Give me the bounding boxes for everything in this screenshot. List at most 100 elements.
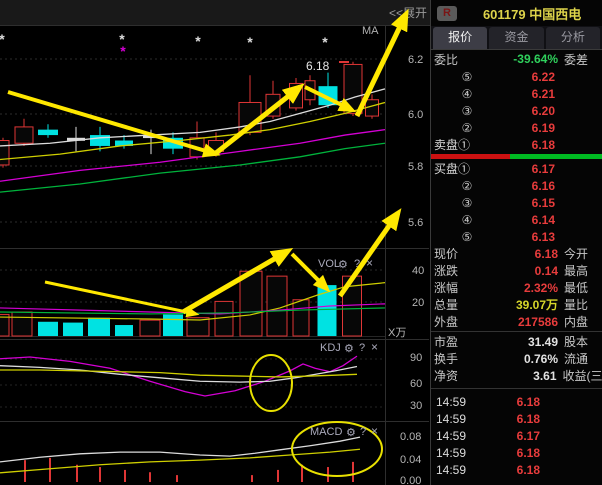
info-row-turnover: 换手 0.76% 流通 <box>431 350 602 367</box>
info-label: 换手 <box>434 352 459 366</box>
tick-row: 14:59 6.18 <box>431 410 602 427</box>
help-icon[interactable]: ? <box>359 342 365 354</box>
bid-level-5: ⑤ <box>461 229 473 244</box>
info-label: 市盈 <box>434 335 459 349</box>
ask-level-2: ② <box>461 120 473 135</box>
bid-price-2[interactable]: 6.16 <box>531 178 555 193</box>
bid-price-4[interactable]: 6.14 <box>531 212 555 227</box>
tick-row: 14:59 6.18 <box>431 461 602 478</box>
tick-price: 6.18 <box>516 462 540 477</box>
ask1-price[interactable]: 6.18 <box>531 137 555 152</box>
depth-bar <box>431 154 602 159</box>
ask-level-4: ④ <box>461 86 473 101</box>
info-label: 外盘 <box>434 315 459 329</box>
price-tick-5-8: 5.8 <box>408 161 423 173</box>
collapse-control[interactable]: <<展开 <box>389 6 427 20</box>
signal-star-icon: * <box>119 31 125 47</box>
stock-code: 601179 <box>482 6 526 22</box>
close-icon[interactable]: × <box>371 340 378 354</box>
stock-name: 中国西电 <box>529 6 582 22</box>
ask-level-row[interactable]: ③ 6.20 <box>431 102 602 119</box>
tick-time: 14:59 <box>436 462 467 477</box>
info-label: 净资 <box>434 369 459 383</box>
ask-price-2[interactable]: 6.19 <box>531 120 555 135</box>
gear-icon[interactable]: ⚙ <box>338 259 348 271</box>
kdj-tick-60: 60 <box>410 378 422 390</box>
depth-bar-sell <box>431 154 510 159</box>
macd-tick-000: 0.00 <box>400 475 421 485</box>
info-label2: 今开 <box>564 247 589 261</box>
chart-top-bar <box>0 0 430 25</box>
depth-bar-buy <box>509 154 602 159</box>
ask-level-row[interactable]: ② 6.19 <box>431 119 602 136</box>
trend-arrow-annotation <box>44 280 200 318</box>
info-row-volume: 总量 39.07万 量比 <box>431 296 602 313</box>
bid-level-4: ④ <box>461 212 473 227</box>
info-label: 涨跌 <box>434 264 459 278</box>
divider <box>431 388 602 389</box>
ma-legend-label: MA <box>362 25 379 37</box>
high-price-label: 6.18 <box>306 59 330 73</box>
ask-level-3: ③ <box>461 103 473 118</box>
info-row-pe: 市盈 31.49 股本 <box>431 333 602 350</box>
highlight-circle-annotation <box>249 354 293 412</box>
info-value: 2.32% <box>523 280 558 295</box>
tick-price: 6.17 <box>516 428 540 443</box>
volume-tick-40: 40 <box>412 265 424 277</box>
gear-icon[interactable]: ⚙ <box>344 343 354 355</box>
trend-arrow-annotation <box>181 247 294 315</box>
ask-price-5[interactable]: 6.22 <box>531 69 555 84</box>
signal-star-icon: * <box>322 34 328 50</box>
info-value: 217586 <box>517 314 558 329</box>
trend-arrow-annotation <box>214 83 305 155</box>
volume-pane-title: VOL <box>318 258 340 270</box>
macd-tick-004: 0.04 <box>400 454 421 466</box>
ask-price-3[interactable]: 6.20 <box>531 103 555 118</box>
tab-quote[interactable]: 报价 <box>433 27 488 49</box>
chart-shapes: ****** <box>0 8 409 482</box>
order-ratio-label: 委比 <box>434 52 459 67</box>
bid-level-row[interactable]: ③ 6.15 <box>431 194 602 211</box>
tick-price: 6.18 <box>516 445 540 460</box>
tick-time: 14:59 <box>436 411 467 426</box>
ask-level-row[interactable]: ④ 6.21 <box>431 85 602 102</box>
close-icon[interactable]: × <box>371 424 378 438</box>
tick-row: 14:59 6.18 <box>431 444 602 461</box>
info-label2: 流通 <box>564 352 589 366</box>
tick-time: 14:59 <box>436 445 467 460</box>
price-tick-6-0: 6.0 <box>408 109 423 121</box>
bid1-price[interactable]: 6.17 <box>531 161 555 176</box>
bid-level-row[interactable]: ② 6.16 <box>431 177 602 194</box>
close-icon[interactable]: × <box>366 256 373 270</box>
info-value: 39.07万 <box>515 298 558 312</box>
tab-analysis[interactable]: 分析 <box>545 27 600 49</box>
kdj-pane-title: KDJ <box>320 342 341 354</box>
ask1-row[interactable]: 卖盘① 6.18 <box>431 136 602 153</box>
info-label: 总量 <box>434 298 459 312</box>
help-icon[interactable]: ? <box>360 426 366 438</box>
bid-level-3: ③ <box>461 195 473 210</box>
info-label2: 收益(三 <box>562 369 602 383</box>
bid-price-3[interactable]: 6.15 <box>531 195 555 210</box>
ask-price-4[interactable]: 6.21 <box>531 86 555 101</box>
signal-star-icon: * <box>195 33 201 49</box>
info-label2: 最高 <box>564 264 589 278</box>
bid1-row[interactable]: 买盘① 6.17 <box>431 160 602 177</box>
help-icon[interactable]: ? <box>354 258 360 270</box>
tick-row: 14:59 6.17 <box>431 427 602 444</box>
gear-icon[interactable]: ⚙ <box>346 427 356 439</box>
info-value: 3.61 <box>533 368 557 383</box>
info-label: 涨幅 <box>434 281 459 295</box>
signal-star-icon: * <box>247 34 253 50</box>
signal-star-icon: * <box>120 43 126 59</box>
bid-level-row[interactable]: ④ 6.14 <box>431 211 602 228</box>
bid-level-row[interactable]: ⑤ 6.13 <box>431 228 602 245</box>
info-row-price: 现价 6.18 今开 <box>431 245 602 262</box>
bid-price-5[interactable]: 6.13 <box>531 229 555 244</box>
macd-tick-008: 0.08 <box>400 431 421 443</box>
ask-level-row[interactable]: ⑤ 6.22 <box>431 68 602 85</box>
chart-panel: <<展开 ****** MA 6.2 6.0 5.8 5.6 6.18 VOL … <box>0 0 430 485</box>
info-row-change: 涨跌 0.14 最高 <box>431 262 602 279</box>
tab-funds[interactable]: 资金 <box>489 27 544 49</box>
